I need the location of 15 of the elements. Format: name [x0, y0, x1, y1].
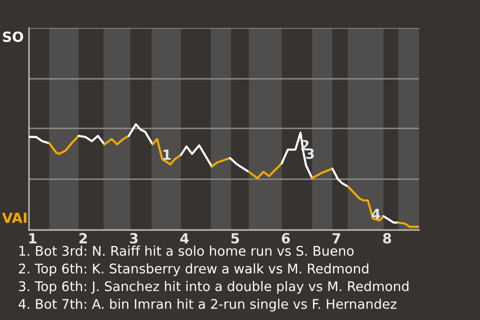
x-tick-label: 1	[29, 233, 36, 244]
x-tick-label: 8	[383, 233, 392, 244]
annotation: 1	[164, 150, 171, 160]
text: 2. Top 6th: K. Stansberry drew a walk vs M. Redmond	[18, 263, 368, 276]
x-tick-label: 7	[332, 233, 340, 244]
text: 3. Top 6th: J. Sanchez hit into a double play vs M. Redmond	[19, 281, 408, 294]
x-tick-label: 5	[231, 233, 240, 244]
x-tick-label: 4	[180, 233, 189, 244]
text: VAI	[2, 212, 26, 223]
text: 1. Bot 3rd: N. Raiff hit a solo home run vs S. Bueno	[19, 246, 354, 256]
text: 4. Bot 7th: A. bin Imran hit a 2-run single vs F. Hernandez	[18, 298, 396, 312]
x-tick-label: 2	[79, 233, 87, 244]
text: SO	[2, 32, 24, 42]
x-tick-label: 3	[130, 233, 138, 244]
x-tick-label: 6	[282, 233, 290, 244]
